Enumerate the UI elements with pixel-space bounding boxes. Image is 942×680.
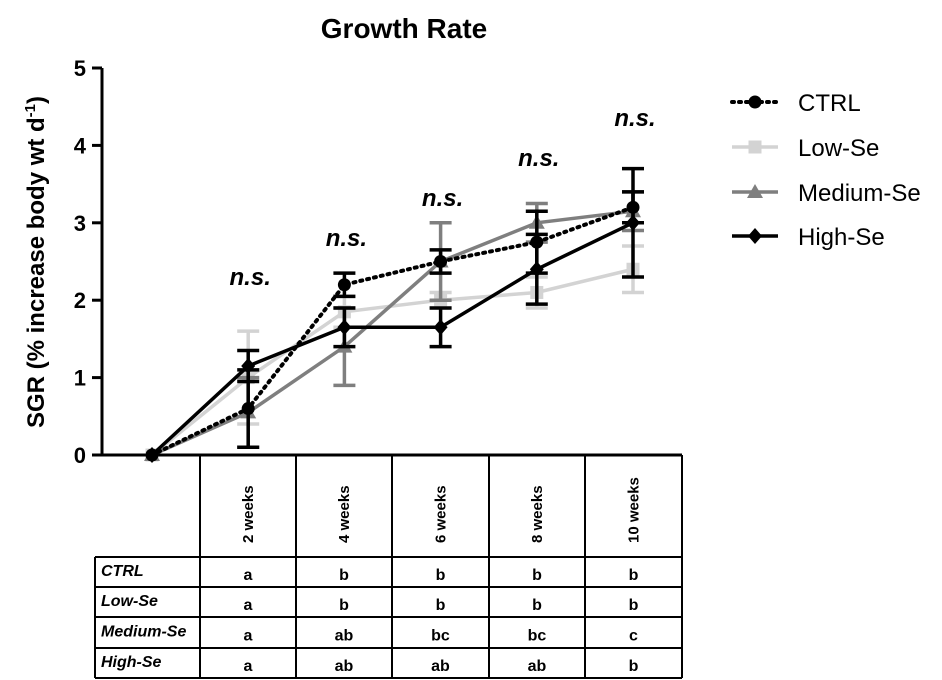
table-cell: b: [339, 597, 349, 614]
table-cell: c: [629, 628, 638, 645]
legend-item-medium-se: Medium-Se: [732, 180, 921, 207]
y-axis-title-main: SGR (% increase body wt d: [23, 117, 50, 428]
table-cell: a: [244, 628, 253, 645]
table-cell: b: [532, 567, 542, 584]
table-col-header: 8 weeks: [529, 485, 546, 543]
y-tick-label: 2: [74, 288, 86, 313]
legend-label: CTRL: [798, 90, 861, 117]
table-cell: b: [629, 567, 639, 584]
data-point: [748, 140, 762, 154]
ns-annotation: n.s.: [518, 145, 559, 172]
y-axis-label: SGR (% increase body wt d-1): [22, 96, 50, 428]
series-line: [150, 205, 635, 457]
table-cell: a: [244, 597, 253, 614]
series-line: [150, 221, 634, 457]
data-point: [433, 319, 448, 336]
table-col-header: 6 weeks: [433, 485, 450, 543]
table-cell: ab: [335, 628, 354, 645]
legend-item-ctrl: CTRL: [730, 90, 861, 117]
table-row-header: CTRL: [101, 563, 144, 580]
ns-annotation: n.s.: [326, 225, 367, 252]
legend-item-high-se: High-Se: [732, 224, 885, 251]
table-cell: b: [629, 597, 639, 614]
data-point: [748, 95, 762, 109]
legend: CTRL Low-Se Medium-Se High-Se: [730, 90, 921, 251]
table-col-header: 4 weeks: [336, 485, 353, 543]
table-row-header: Low-Se: [101, 593, 158, 610]
table-cell: b: [339, 567, 349, 584]
series-high-se: [145, 166, 644, 463]
chart-title: Growth Rate: [321, 13, 487, 44]
data-point: [241, 402, 255, 416]
table-cell: b: [436, 567, 446, 584]
data-point: [337, 319, 352, 336]
data-point: [529, 261, 544, 278]
table-cell: b: [532, 597, 542, 614]
y-tick-label: 5: [74, 56, 86, 81]
table-cell: ab: [528, 658, 547, 675]
annotations: n.s. n.s. n.s. n.s. n.s.: [230, 105, 656, 291]
data-point: [748, 228, 762, 244]
y-tick-label: 4: [74, 133, 87, 158]
data-point: [434, 255, 448, 268]
legend-label: High-Se: [798, 224, 885, 251]
legend-label: Low-Se: [798, 135, 879, 162]
data-point: [145, 447, 159, 463]
axes: 0 1 2 3 4 5: [74, 56, 682, 468]
legend-item-low-se: Low-Se: [732, 135, 879, 162]
series-line: [150, 267, 634, 457]
series-low-se: [145, 244, 644, 462]
table-cell: b: [436, 597, 446, 614]
table-cell: ab: [335, 658, 354, 675]
y-tick-label: 0: [74, 443, 86, 468]
y-axis-title-superscript: -1: [22, 104, 39, 117]
significance-table: 2 weeks 4 weeks 6 weeks 8 weeks 10 weeks CTRL…: [94, 455, 683, 679]
table-cell: bc: [431, 628, 450, 645]
ns-annotation: n.s.: [614, 105, 655, 132]
table-row-header: High-Se: [101, 654, 162, 671]
y-axis-title-end: ): [23, 96, 50, 104]
series-layer: [144, 166, 644, 463]
legend-label: Medium-Se: [798, 180, 921, 207]
table-cell: b: [629, 658, 639, 675]
ns-annotation: n.s.: [422, 185, 463, 212]
series-line: [151, 209, 634, 457]
table-cell: a: [244, 658, 253, 675]
y-axis-title: SGR (% increase body wt d-1): [22, 96, 50, 428]
table-col-header: 10 weeks: [626, 477, 643, 543]
y-tick-label: 3: [74, 211, 86, 236]
data-point: [241, 357, 256, 374]
table-row-header: Medium-Se: [101, 624, 186, 641]
table-cell: a: [244, 567, 253, 584]
table-cell: bc: [528, 628, 547, 645]
table-col-header: 2 weeks: [240, 485, 257, 543]
data-point: [626, 214, 640, 231]
table-cell: ab: [431, 658, 450, 675]
data-point: [747, 184, 763, 198]
ns-annotation: n.s.: [230, 264, 271, 291]
y-tick-label: 1: [74, 366, 86, 391]
data-point: [337, 278, 351, 292]
